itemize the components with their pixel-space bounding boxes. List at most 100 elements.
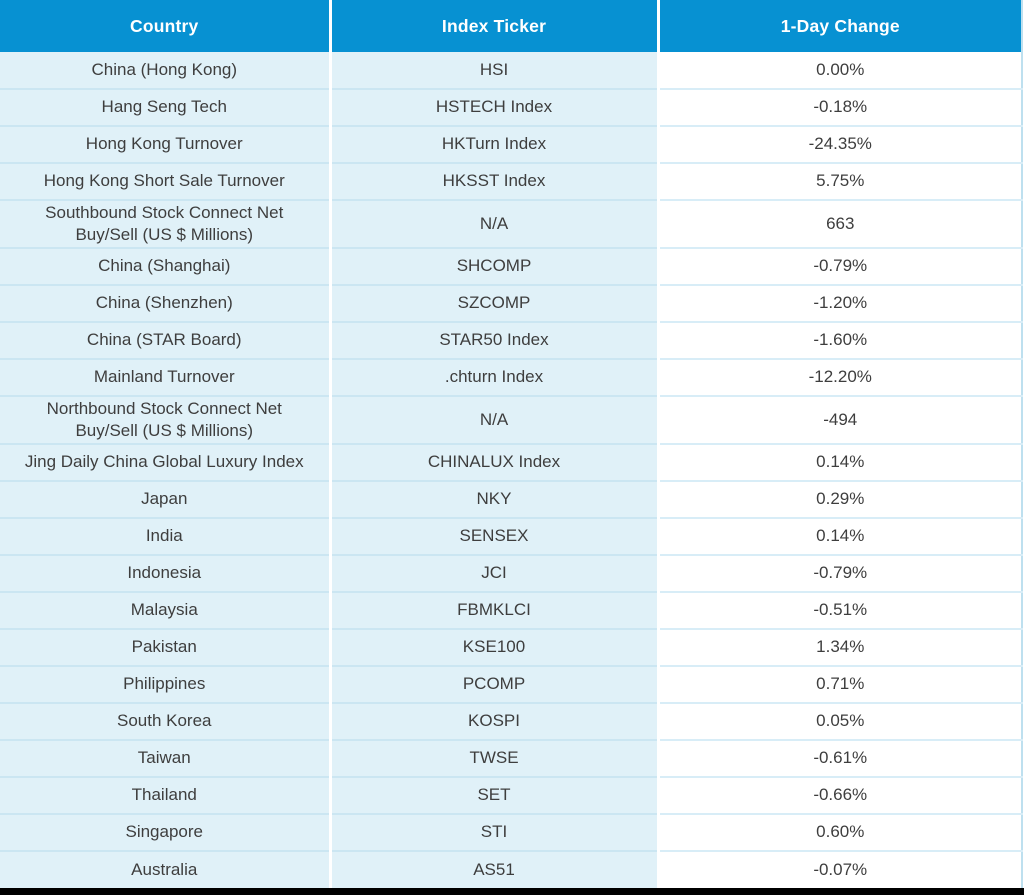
cell-text: 0.05% [816, 711, 865, 731]
cell-text: Hong Kong Short Sale Turnover [43, 171, 285, 191]
country-cell: Jing Daily China Global Luxury Index [0, 443, 330, 481]
country-cell: Mainland Turnover [0, 358, 330, 396]
change-cell: 0.14% [656, 443, 1022, 481]
ticker-cell: PCOMP [328, 665, 658, 703]
cell-text: TWSE [469, 748, 519, 768]
cell-text: KSE100 [462, 637, 526, 657]
country-cell: Hong Kong Short Sale Turnover [0, 162, 330, 200]
cell-text: -0.79% [813, 563, 868, 583]
table-row: Southbound Stock Connect Net Buy/Sell (U… [0, 199, 1022, 248]
cell-text: N/A [479, 409, 509, 429]
ticker-cell: N/A [328, 199, 658, 248]
cell-text: Indonesia [127, 563, 202, 583]
ticker-cell: HKSST Index [328, 162, 658, 200]
cell-text: NKY [476, 489, 512, 509]
country-cell: Indonesia [0, 554, 330, 592]
cell-text: STI [480, 822, 508, 842]
column-header-country: Country [0, 0, 330, 52]
cell-text: SHCOMP [456, 256, 532, 276]
ticker-cell: NKY [328, 480, 658, 518]
change-cell: -0.66% [656, 776, 1022, 814]
change-cell: -12.20% [656, 358, 1022, 396]
change-cell: 0.05% [656, 702, 1022, 740]
table-row: Singapore STI 0.60% [0, 813, 1022, 851]
change-cell: 5.75% [656, 162, 1022, 200]
cell-text: -0.66% [813, 785, 868, 805]
country-cell: China (Shenzhen) [0, 284, 330, 322]
cell-text: HKSST Index [442, 171, 546, 191]
ticker-cell: STAR50 Index [328, 321, 658, 359]
change-cell: 0.60% [656, 813, 1022, 851]
country-cell: Hang Seng Tech [0, 88, 330, 126]
country-cell: Malaysia [0, 591, 330, 629]
country-cell: Southbound Stock Connect Net Buy/Sell (U… [0, 199, 330, 248]
cell-text: STAR50 Index [439, 330, 549, 350]
table-body: China (Hong Kong) HSI 0.00% Hang Seng Tech H… [0, 52, 1022, 888]
country-cell: China (Shanghai) [0, 247, 330, 285]
change-cell: -1.60% [656, 321, 1022, 359]
change-cell: 0.14% [656, 517, 1022, 555]
cell-text: Northbound Stock Connect Net Buy/Sell (U… [46, 398, 282, 440]
country-cell: Thailand [0, 776, 330, 814]
table-row: Taiwan TWSE -0.61% [0, 739, 1022, 777]
ticker-cell: HSTECH Index [328, 88, 658, 126]
cell-text: Australia [131, 859, 198, 879]
country-cell: China (STAR Board) [0, 321, 330, 359]
column-header-1-day-change: 1-Day Change [656, 0, 1022, 52]
ticker-cell: TWSE [328, 739, 658, 777]
table-row: South Korea KOSPI 0.05% [0, 702, 1022, 740]
cell-text: Southbound Stock Connect Net Buy/Sell (U… [45, 202, 284, 244]
change-cell: -0.79% [656, 554, 1022, 592]
country-cell: China (Hong Kong) [0, 52, 330, 89]
ticker-cell: JCI [328, 554, 658, 592]
ticker-cell: STI [328, 813, 658, 851]
cell-text: FBMKLCI [457, 600, 531, 620]
cell-text: Philippines [123, 674, 206, 694]
cell-text: -0.07% [813, 859, 868, 879]
cell-text: 0.71% [816, 674, 865, 694]
cell-text: China (Shenzhen) [95, 293, 233, 313]
country-cell: Japan [0, 480, 330, 518]
country-cell: Taiwan [0, 739, 330, 777]
cell-text: Malaysia [130, 600, 198, 620]
cell-text: Pakistan [131, 637, 197, 657]
cell-text: N/A [479, 213, 509, 233]
cell-text: 0.14% [816, 452, 865, 472]
table-row: Northbound Stock Connect Net Buy/Sell (U… [0, 395, 1022, 444]
change-cell: 663 [656, 199, 1022, 248]
cell-text: SET [477, 785, 511, 805]
ticker-cell: SHCOMP [328, 247, 658, 285]
cell-text: Singapore [125, 822, 203, 842]
change-cell: -0.18% [656, 88, 1022, 126]
table-row: Hong Kong Turnover HKTurn Index -24.35% [0, 125, 1022, 163]
ticker-cell: SZCOMP [328, 284, 658, 322]
cell-text: Mainland Turnover [93, 367, 235, 387]
cell-text: HSTECH Index [435, 97, 553, 117]
cell-text: India [145, 526, 183, 546]
table-row: China (Shanghai) SHCOMP -0.79% [0, 247, 1022, 285]
ticker-cell: FBMKLCI [328, 591, 658, 629]
ticker-cell: KSE100 [328, 628, 658, 666]
change-cell: -0.51% [656, 591, 1022, 629]
cell-text: Hang Seng Tech [101, 97, 227, 117]
country-cell: Australia [0, 850, 330, 888]
ticker-cell: N/A [328, 395, 658, 444]
table-row: Japan NKY 0.29% [0, 480, 1022, 518]
header-row: Country Index Ticker 1-Day Change [0, 0, 1022, 52]
table-row: Jing Daily China Global Luxury Index CHIN… [0, 443, 1022, 481]
table-row: Philippines PCOMP 0.71% [0, 665, 1022, 703]
table-row: Malaysia FBMKLCI -0.51% [0, 591, 1022, 629]
cell-text: HKTurn Index [441, 134, 547, 154]
cell-text: 663 [826, 213, 855, 233]
table-row: Hong Kong Short Sale Turnover HKSST Index… [0, 162, 1022, 200]
country-cell: South Korea [0, 702, 330, 740]
cell-text: -494 [823, 409, 858, 429]
cell-text: Taiwan [137, 748, 191, 768]
country-cell: Hong Kong Turnover [0, 125, 330, 163]
change-cell: -0.07% [656, 850, 1022, 888]
cell-text: .chturn Index [444, 367, 544, 387]
country-cell: Singapore [0, 813, 330, 851]
country-cell: Pakistan [0, 628, 330, 666]
change-cell: 0.00% [656, 52, 1022, 89]
cell-text: 0.14% [816, 526, 865, 546]
